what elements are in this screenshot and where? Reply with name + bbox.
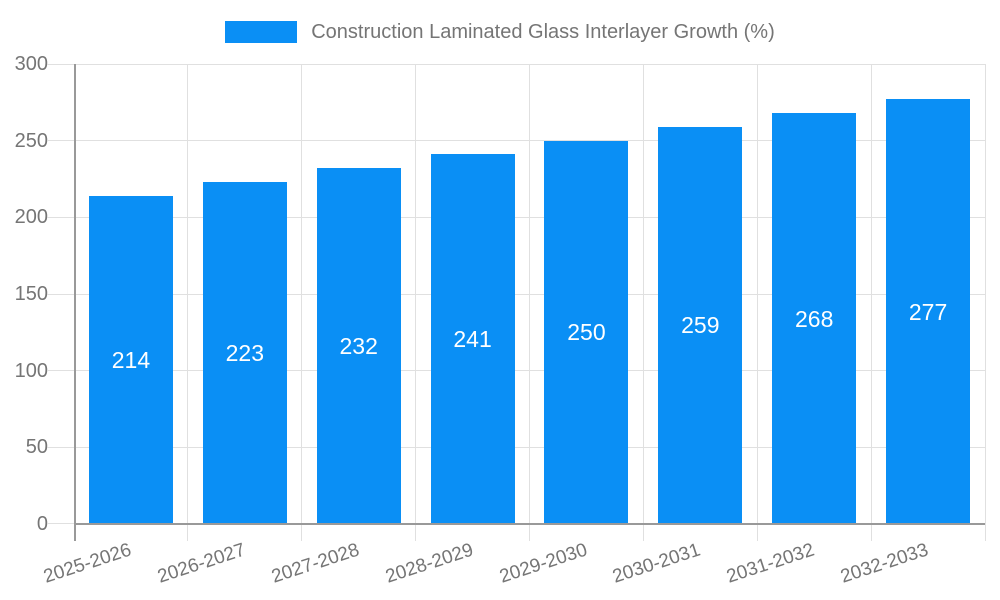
bar[interactable] (316, 168, 401, 524)
bar[interactable] (658, 126, 743, 524)
y-tick-label: 150 (14, 283, 48, 305)
legend-label: Construction Laminated Glass Interlayer … (311, 21, 775, 43)
y-axis-labels: 0 50 100 150 200 250 300 (0, 53, 48, 535)
bar-value-label: 250 (567, 319, 606, 346)
x-tick-label: 2031-2032 (724, 539, 818, 588)
gridline-horizontal (47, 370, 985, 372)
bar-value-label: 277 (908, 298, 948, 325)
gridline-vertical (984, 64, 986, 541)
y-tick-label: 100 (14, 359, 48, 382)
x-tick-label: 2027-2028 (268, 539, 362, 588)
gridline-horizontal (47, 216, 985, 218)
gridline-vertical (187, 64, 189, 541)
legend-swatch (225, 21, 298, 43)
bar-value-label: 214 (111, 346, 151, 373)
bar-value-label: 223 (225, 340, 264, 367)
bar[interactable] (544, 140, 629, 524)
gridline-vertical (870, 64, 872, 541)
y-tick-label: 300 (14, 53, 48, 75)
gridline-vertical (415, 64, 417, 541)
x-tick-label: 2026-2027 (154, 539, 248, 588)
gridline-horizontal (47, 293, 985, 295)
x-tick-label: 2030-2031 (610, 539, 704, 588)
bar[interactable] (886, 99, 971, 524)
gridline-horizontal (47, 446, 985, 448)
x-axis-line (74, 523, 985, 525)
x-tick-label: 2028-2029 (382, 539, 476, 588)
x-tick-label: 2032-2033 (838, 539, 932, 588)
y-tick-label: 50 (25, 436, 48, 459)
gridline-vertical (642, 64, 644, 541)
y-tick-label: 200 (14, 206, 48, 229)
gridline-vertical (529, 64, 530, 541)
y-tick-label: 250 (14, 129, 48, 152)
bar[interactable] (202, 182, 287, 524)
gridline-horizontal (47, 63, 985, 65)
bar-value-label: 259 (681, 312, 720, 339)
legend-item[interactable]: Construction Laminated Glass Interlayer … (0, 21, 1000, 43)
bar-value-label: 268 (795, 305, 834, 332)
bar[interactable] (88, 195, 173, 524)
plot-area: 214 223 232 241 250 259 268 277 (47, 63, 986, 541)
y-axis-line (74, 64, 76, 541)
bar-value-label: 241 (453, 326, 492, 353)
gridline-vertical (301, 64, 303, 541)
x-axis-labels: 2025-2026 2026-2027 2027-2028 2028-2029 2029… (41, 524, 985, 600)
gridline-vertical (756, 64, 758, 541)
bar-value-label: 232 (339, 333, 378, 360)
bar[interactable] (430, 154, 515, 524)
y-tick-label: 0 (36, 513, 48, 535)
gridline-horizontal (47, 140, 985, 142)
x-tick-label: 2025-2026 (41, 539, 135, 588)
bar[interactable] (772, 113, 857, 524)
x-tick-label: 2029-2030 (496, 539, 590, 588)
y-tick-mark (47, 523, 74, 524)
